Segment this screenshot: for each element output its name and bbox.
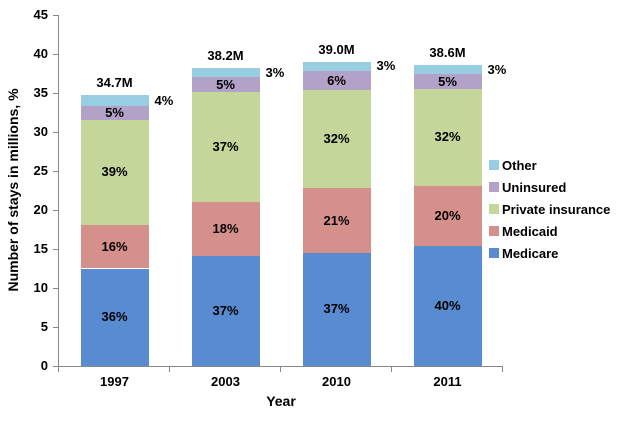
y-tick [53,249,58,250]
x-tick [502,367,503,372]
bar-segment-medicaid [191,202,260,256]
legend-item-other: Other [489,154,610,176]
y-tick [53,210,58,211]
bar-segment-private-insurance [302,89,371,189]
segment-label: 36% [101,309,128,325]
y-tick [53,132,58,133]
x-category-label: 2003 [211,374,240,389]
segment-label: 5% [216,76,235,92]
bar-segment-medicare [80,268,149,366]
bar-total-label: 38.2M [207,48,244,64]
x-category-label: 1997 [100,374,129,389]
bar-segment-other [80,95,149,107]
x-tick [280,367,281,372]
y-tick [53,288,58,289]
x-category-label: 2010 [322,374,351,389]
legend-label: Medicare [502,245,559,261]
segment-label-outside: 3% [376,58,396,74]
legend-swatch [489,204,499,214]
bar-segment-uninsured [302,71,371,90]
x-axis-title: Year [266,393,296,409]
bar-segment-medicare [191,256,260,366]
y-axis-title: Number of stays in millions, % [5,88,21,292]
segment-label: 32% [434,129,461,145]
bar-segment-medicaid [302,188,371,253]
bar-segment-uninsured [413,74,482,90]
bar-total-label: 34.7M [96,75,133,91]
bar-segment-other [302,61,371,72]
legend-item-medicaid: Medicaid [489,220,610,242]
bar-segment-private-insurance [191,92,260,203]
y-tick [53,93,58,94]
legend-item-medicare: Medicare [489,242,610,264]
y-tick [53,366,58,367]
y-axis-line [58,15,59,367]
segment-label: 37% [212,303,239,318]
segment-label: 32% [323,131,350,147]
segment-label: 39% [101,164,128,180]
segment-label: 6% [327,72,346,88]
bar-segment-other [191,68,260,78]
y-tick-label: 45 [33,7,48,22]
segment-label: 37% [212,139,239,155]
y-tick [53,171,58,172]
y-tick-label: 30 [33,124,48,139]
bar-segment-private-insurance [413,89,482,186]
segment-label: 21% [323,212,350,228]
x-tick [391,367,392,372]
legend-swatch [489,160,499,170]
legend-label: Uninsured [502,179,567,195]
x-tick [58,367,59,372]
segment-label-outside: 3% [487,61,507,77]
x-category-label: 2011 [433,374,462,389]
bar-segment-uninsured [191,77,260,93]
legend-swatch [489,248,499,258]
x-tick [169,367,170,372]
bar-segment-medicare [302,252,371,366]
legend-swatch [489,182,499,192]
bar-segment-medicaid [413,185,482,246]
segment-label: 18% [212,221,239,237]
x-axis-line [58,366,503,367]
y-tick-label: 10 [33,280,48,295]
legend: Other Uninsured Private insurance Medicaid M… [489,154,610,264]
y-tick [53,15,58,16]
segment-label: 5% [105,104,124,120]
legend-label: Medicaid [502,223,558,239]
segment-label-outside: 3% [265,64,285,80]
legend-item-uninsured: Uninsured [489,176,610,198]
legend-label: Other [502,157,537,173]
y-tick-label: 40 [33,46,48,61]
bar-segment-other [413,64,482,75]
y-tick-label: 20 [33,202,48,217]
y-tick-label: 25 [33,163,48,178]
legend-swatch [489,226,499,236]
segment-label: 40% [434,297,461,313]
y-tick-label: 0 [40,358,48,373]
segment-label: 37% [323,301,350,317]
y-tick-label: 5 [40,319,48,334]
bar-segment-medicare [413,245,482,366]
bar-segment-private-insurance [80,119,149,225]
legend-label: Private insurance [502,201,611,217]
segment-label: 5% [438,73,457,89]
y-tick-label: 15 [33,241,48,256]
segment-label: 20% [434,207,461,223]
bar-total-label: 39.0M [318,41,355,57]
y-tick [53,327,58,328]
segment-label-outside: 4% [154,92,174,108]
y-tick [53,54,58,55]
legend-item-private-insurance: Private insurance [489,198,610,220]
bar-segment-medicaid [80,224,149,269]
y-tick-label: 35 [33,85,48,100]
bar-segment-uninsured [80,106,149,120]
segment-label: 16% [101,238,128,254]
bar-total-label: 38.6M [429,44,466,60]
